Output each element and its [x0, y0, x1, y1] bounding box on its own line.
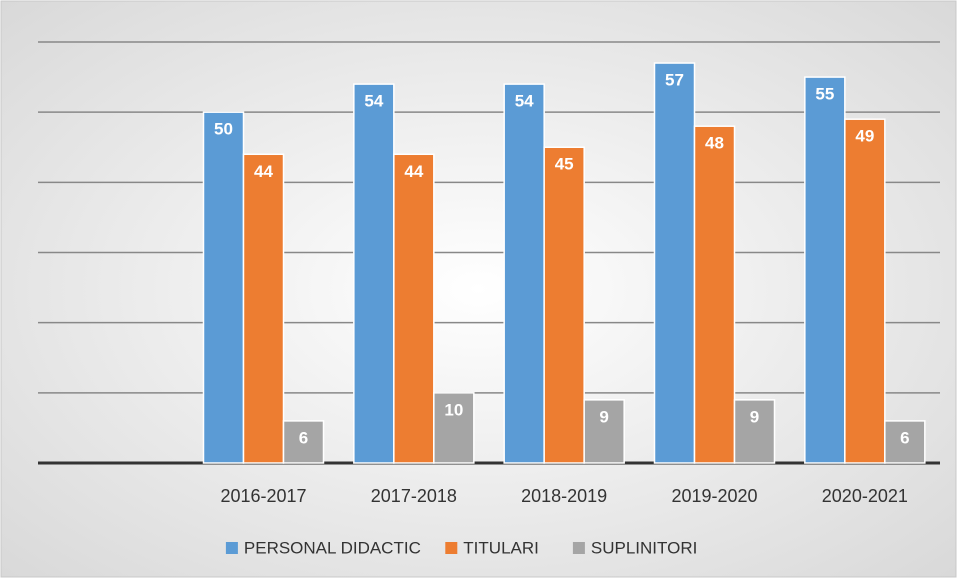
bar: [242, 153, 285, 464]
x-tick-label: 2016-2017: [220, 486, 306, 506]
legend-label: SUPLINITORI: [591, 538, 697, 557]
data-label: 54: [364, 92, 383, 111]
data-label: 45: [555, 155, 574, 174]
data-label: 55: [815, 85, 834, 104]
data-label: 44: [254, 162, 273, 181]
bar: [693, 125, 736, 464]
legend-swatch: [445, 542, 458, 554]
x-tick-label: 2018-2019: [521, 486, 607, 506]
legend-swatch: [572, 542, 585, 554]
data-label: 10: [444, 400, 463, 419]
bar: [804, 76, 846, 464]
x-tick-label: 2020-2021: [822, 486, 908, 506]
bar: [543, 146, 585, 464]
bar: [202, 111, 245, 464]
x-tick-label: 2017-2018: [371, 486, 457, 506]
bar: [583, 399, 625, 464]
bar: [884, 420, 926, 464]
legend-label: PERSONAL DIDACTIC: [244, 538, 421, 557]
data-label: 6: [299, 428, 308, 447]
data-label: 44: [404, 162, 423, 181]
bar: [433, 392, 475, 464]
bar: [353, 83, 395, 464]
bar: [733, 399, 776, 464]
data-label: 48: [705, 134, 724, 153]
x-tick-label: 2019-2020: [671, 486, 757, 506]
data-label: 9: [750, 407, 759, 426]
bar: [503, 83, 545, 464]
bar: [653, 62, 696, 464]
bar: [282, 420, 325, 464]
data-label: 57: [665, 71, 684, 90]
data-label: 6: [900, 428, 909, 447]
bar: [844, 118, 886, 464]
data-label: 49: [855, 127, 874, 146]
legend-swatch: [225, 542, 238, 554]
data-label: 54: [515, 92, 534, 111]
data-label: 50: [214, 120, 233, 139]
legend-label: TITULARI: [463, 538, 539, 557]
data-label: 9: [599, 407, 608, 426]
bar: [393, 153, 435, 464]
